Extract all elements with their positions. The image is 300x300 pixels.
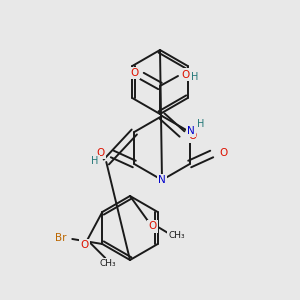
Text: Br: Br [55,233,67,243]
Text: O: O [182,70,190,80]
Text: O: O [80,240,88,250]
Text: O: O [148,221,157,231]
Text: H: H [191,72,198,82]
Text: O: O [188,131,196,141]
Text: H: H [91,156,99,167]
Text: CH₃: CH₃ [100,259,117,268]
Text: N: N [158,175,166,185]
Text: H: H [196,119,204,130]
Text: O: O [96,148,104,158]
Text: CH₃: CH₃ [168,232,185,241]
Text: O: O [130,68,139,78]
Text: N: N [187,126,195,136]
Text: O: O [219,148,227,158]
